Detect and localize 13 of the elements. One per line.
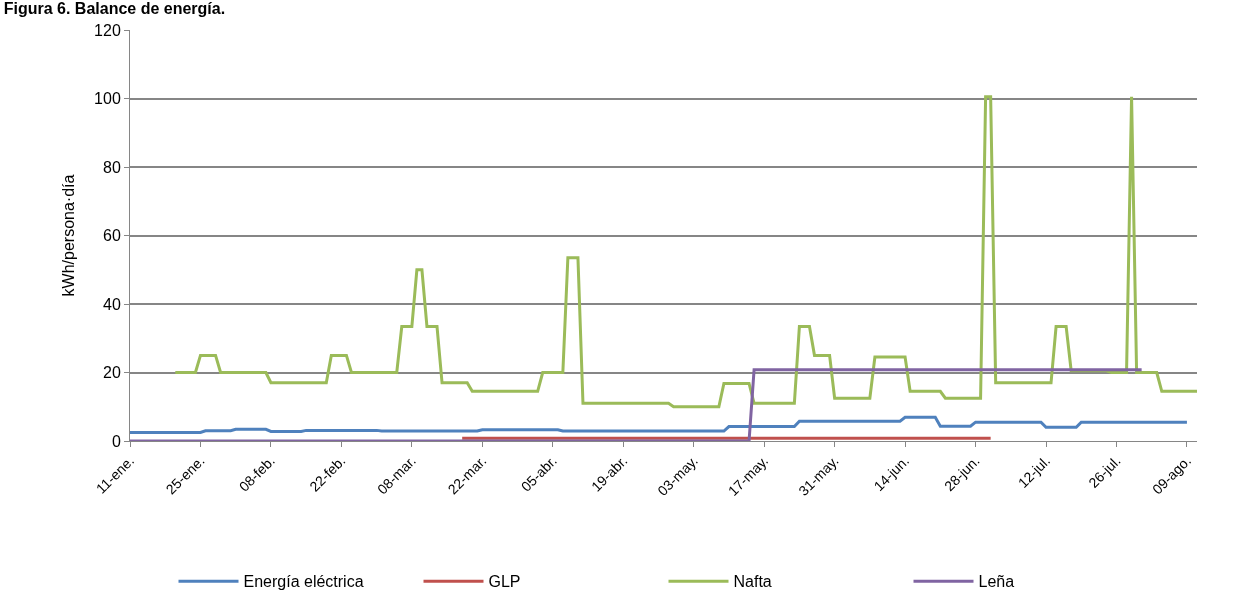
legend-label: Nafta — [733, 573, 772, 591]
legend-label: GLP — [488, 573, 521, 591]
y-axis-title: kWh/persona·día — [60, 174, 77, 297]
y-tick-label: 100 — [94, 90, 121, 108]
y-tick-label: 20 — [103, 364, 121, 382]
y-tick-label: 0 — [111, 432, 121, 450]
y-tick-label: 40 — [103, 295, 121, 313]
legend-label: Leña — [978, 573, 1015, 591]
y-tick-label: 60 — [103, 227, 121, 245]
chart-title: Figura 6. Balance de energía. — [3, 0, 226, 18]
y-tick-label: 80 — [103, 158, 121, 176]
y-tick-label: 120 — [94, 21, 121, 39]
legend-label: Energía eléctrica — [243, 573, 364, 591]
